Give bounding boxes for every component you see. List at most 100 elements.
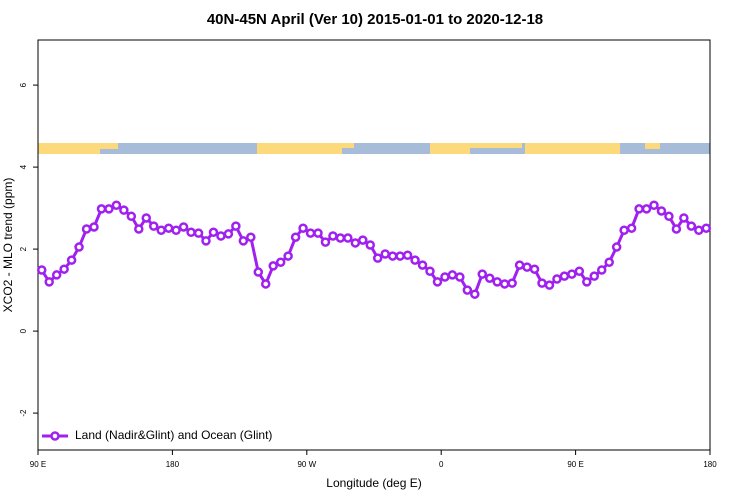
data-point xyxy=(268,261,278,271)
data-point xyxy=(51,270,62,280)
data-point xyxy=(649,200,659,210)
data-point xyxy=(186,227,196,238)
data-point xyxy=(223,229,234,239)
y-tick-label: -2 xyxy=(19,409,28,417)
data-point xyxy=(656,206,667,216)
data-point xyxy=(641,204,652,214)
data-point xyxy=(171,225,181,235)
data-point xyxy=(701,223,712,233)
data-point xyxy=(66,255,77,265)
x-tick-label: 180 xyxy=(166,460,180,469)
plot-frame xyxy=(37,39,711,451)
data-point xyxy=(694,225,704,235)
data-point xyxy=(634,204,644,214)
data-point xyxy=(305,228,316,238)
data-point xyxy=(387,251,398,261)
data-point xyxy=(193,228,204,238)
data-point xyxy=(462,285,473,295)
data-point xyxy=(335,233,346,243)
data-point xyxy=(432,277,443,287)
data-point xyxy=(81,224,92,234)
data-point xyxy=(395,251,405,261)
data-point xyxy=(156,225,166,235)
data-point xyxy=(626,223,637,233)
data-point xyxy=(163,223,174,233)
data-point xyxy=(350,238,361,248)
data-point xyxy=(679,213,689,223)
data-point xyxy=(380,249,390,259)
data-point xyxy=(104,204,114,214)
legend-label: Land (Nadir&Glint) and Ocean (Glint) xyxy=(75,428,272,442)
data-point xyxy=(664,211,674,222)
data-point xyxy=(567,269,577,279)
data-point xyxy=(253,267,264,277)
data-point xyxy=(365,240,376,250)
data-point xyxy=(111,200,122,210)
data-point xyxy=(96,204,107,214)
x-tick-label: 90 E xyxy=(567,460,583,469)
data-point xyxy=(596,265,607,275)
data-point xyxy=(514,260,525,270)
data-point xyxy=(283,251,293,261)
y-tick-label: 0 xyxy=(19,328,28,333)
data-point xyxy=(343,233,353,243)
x-tick-label: 0 xyxy=(439,460,444,469)
data-point xyxy=(410,255,420,265)
data-point xyxy=(529,264,540,274)
data-point xyxy=(484,273,495,283)
data-point xyxy=(260,279,271,289)
data-point xyxy=(477,269,488,279)
data-point xyxy=(671,224,682,234)
legend-marker xyxy=(50,431,60,441)
data-point xyxy=(246,232,256,242)
x-tick-label: 90 W xyxy=(297,460,316,469)
data-point xyxy=(559,271,570,281)
data-point xyxy=(552,274,562,284)
data-point xyxy=(148,221,159,231)
data-point xyxy=(290,232,301,242)
data-point xyxy=(611,242,622,252)
data-point xyxy=(470,289,480,299)
data-point xyxy=(126,211,137,222)
data-point xyxy=(447,270,458,280)
data-point xyxy=(231,221,241,231)
data-point xyxy=(320,237,331,247)
data-point xyxy=(74,242,84,252)
y-tick-label: 4 xyxy=(19,164,28,169)
data-point xyxy=(604,257,614,267)
data-point xyxy=(44,277,54,287)
data-point xyxy=(208,227,219,238)
y-tick-label: 6 xyxy=(19,82,28,87)
data-point xyxy=(402,250,413,260)
series-line xyxy=(40,203,707,297)
data-point xyxy=(238,236,249,246)
data-point xyxy=(455,272,465,282)
data-point xyxy=(537,278,547,288)
data-point xyxy=(417,260,428,270)
data-point xyxy=(134,224,144,234)
data-point xyxy=(201,236,211,246)
data-point xyxy=(492,277,502,287)
land-ocean-strip xyxy=(38,143,710,154)
data-point xyxy=(425,266,435,276)
data-point xyxy=(358,235,368,245)
data-point xyxy=(119,205,129,215)
data-point xyxy=(59,264,69,274)
data-point xyxy=(89,222,99,232)
data-point xyxy=(582,277,592,287)
data-point xyxy=(313,228,323,238)
data-point xyxy=(372,253,383,263)
data-point xyxy=(686,221,697,231)
data-point xyxy=(36,265,47,275)
x-tick-label: 90 E xyxy=(30,460,46,469)
data-point xyxy=(619,225,629,235)
x-axis-label: Longitude (deg E) xyxy=(326,476,421,490)
data-point xyxy=(574,266,585,276)
data-point xyxy=(178,222,189,232)
y-axis-label: XCO2 - MLO trend (ppm) xyxy=(1,178,15,313)
data-point xyxy=(544,280,555,290)
data-point xyxy=(507,278,517,288)
data-point xyxy=(298,223,308,233)
data-point xyxy=(216,231,226,241)
